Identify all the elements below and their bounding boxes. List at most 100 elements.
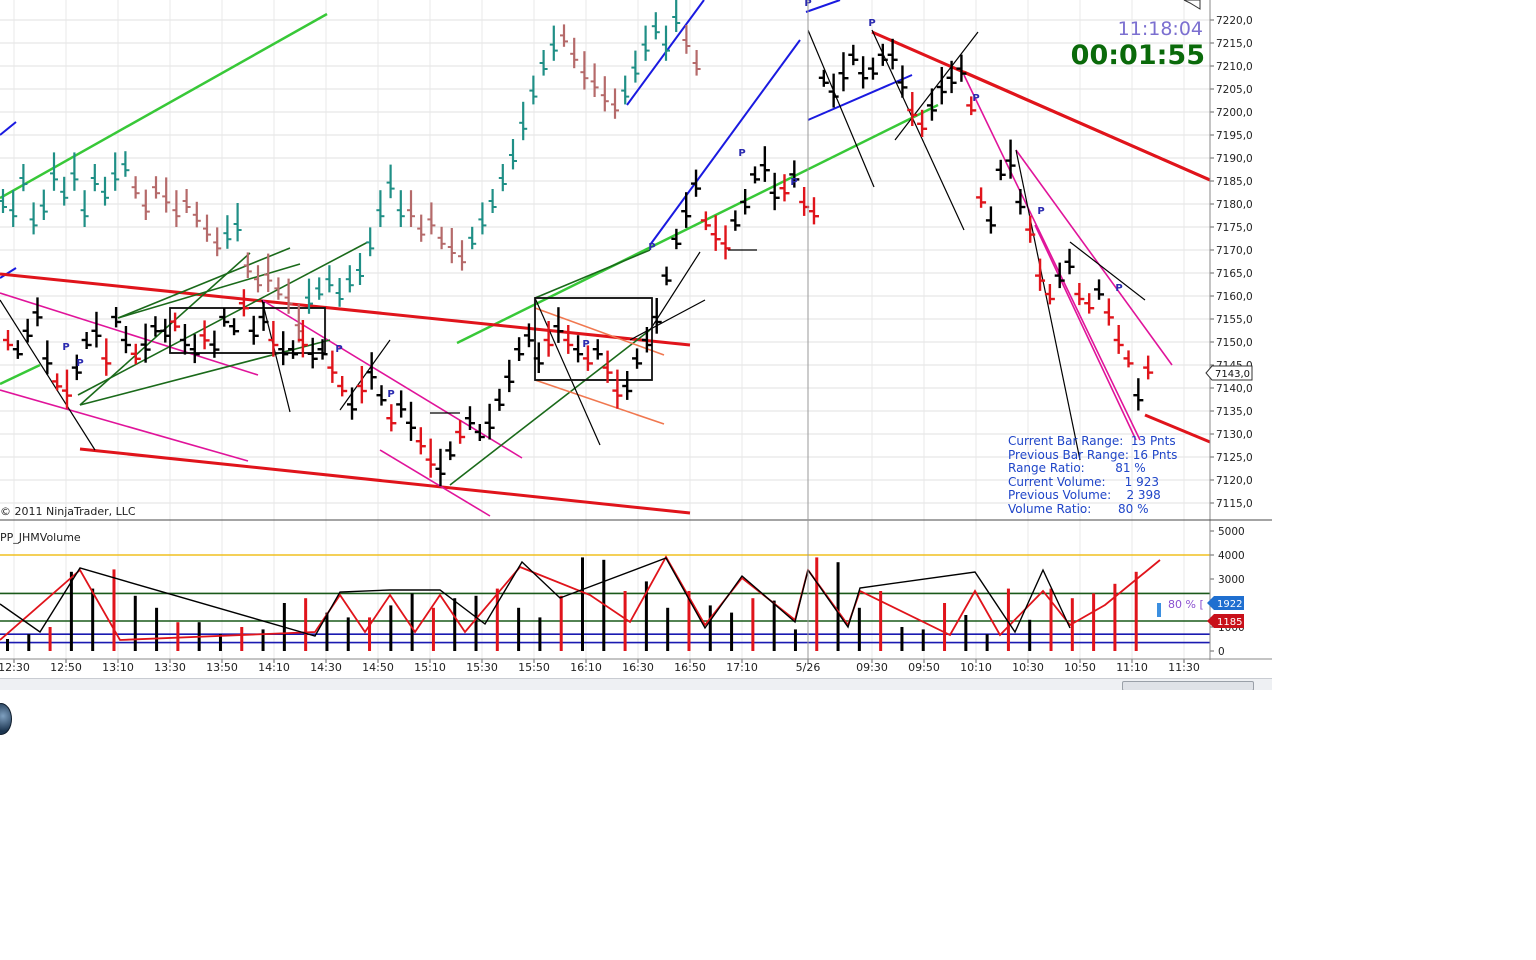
volume-tick-label: 4000: [1218, 550, 1245, 562]
volume-bar: [793, 629, 797, 651]
trendline[interactable]: [1015, 149, 1081, 461]
volume-bar: [176, 622, 180, 651]
trendline[interactable]: [0, 267, 17, 279]
trendline[interactable]: [0, 272, 691, 347]
trendline[interactable]: [963, 70, 1211, 182]
volume-bar: [218, 634, 222, 651]
volume-bar: [559, 595, 563, 651]
volume-bar: [368, 617, 372, 651]
chart-canvas[interactable]: PPPPPPPPPPPPP 7220,07215,07210,07205,072…: [0, 0, 1272, 678]
trendline[interactable]: [871, 29, 965, 231]
trendline[interactable]: [534, 249, 651, 299]
last-price-tag: 7143,0: [1205, 365, 1253, 381]
trendline[interactable]: [807, 74, 913, 121]
volume-zigzag-red: [0, 555, 1161, 641]
trendline[interactable]: [117, 263, 301, 319]
price-bars: [0, 0, 1154, 487]
volume-bar: [91, 588, 95, 651]
trendline[interactable]: [449, 329, 651, 486]
clock-label: 11:18:04: [1118, 18, 1203, 40]
trendline[interactable]: [963, 74, 1141, 441]
pivot-marker: P: [582, 339, 589, 350]
volume-bar: [304, 598, 308, 651]
trendline[interactable]: [534, 379, 665, 425]
volume-tick-label: 3000: [1218, 574, 1245, 586]
price-tick-label: 7190,0: [1216, 153, 1253, 165]
trendline[interactable]: [339, 339, 391, 411]
trendline[interactable]: [0, 299, 96, 451]
time-tick-label: 10:30: [1012, 661, 1044, 674]
trendline[interactable]: [79, 339, 331, 406]
volume-bar: [964, 615, 968, 651]
time-tick-label: 09:30: [856, 661, 888, 674]
trendline[interactable]: [0, 12, 328, 200]
price-tick-label: 7140,0: [1216, 383, 1253, 395]
trendline[interactable]: [649, 251, 701, 331]
trendline[interactable]: [1034, 224, 1137, 441]
scrollbar-thumb[interactable]: [1122, 681, 1254, 690]
volume-bar: [581, 557, 584, 651]
volume-bar: [1006, 588, 1010, 651]
time-tick-label: 15:30: [466, 661, 498, 674]
copyright-label: © 2011 NinjaTrader, LLC: [0, 505, 136, 518]
trendline[interactable]: [0, 389, 249, 462]
horizontal-scrollbar[interactable]: [0, 678, 1272, 690]
volume-bar: [517, 607, 521, 651]
time-tick-label: 16:30: [622, 661, 654, 674]
trendline[interactable]: [379, 449, 491, 517]
trendline[interactable]: [0, 292, 259, 376]
time-tick-label: 17:10: [726, 661, 758, 674]
stats-line: Volume Ratio: 80 %: [1008, 502, 1148, 516]
trendline[interactable]: [805, 0, 841, 13]
trendline[interactable]: [1015, 149, 1173, 366]
trendline[interactable]: [807, 29, 875, 188]
volume-bar: [1113, 583, 1117, 651]
trendline[interactable]: [77, 241, 369, 396]
trendline[interactable]: [1144, 413, 1211, 444]
pivot-marker: P: [1037, 206, 1044, 217]
volume-zigzag-black: [0, 557, 1071, 637]
start-orb-icon[interactable]: [0, 703, 12, 735]
price-tick-label: 7165,0: [1216, 268, 1253, 280]
price-tick-label: 7175,0: [1216, 222, 1253, 234]
trendline[interactable]: [649, 39, 801, 246]
time-axis[interactable]: 12:30 12:50 13:10 13:30 13:50 14:10 14:30 14:50…: [0, 659, 1200, 674]
volume-bar: [453, 598, 457, 651]
flag-icon[interactable]: [1183, 0, 1201, 10]
volume-bar: [1134, 571, 1138, 651]
trendline[interactable]: [261, 299, 291, 413]
time-tick-label: 16:50: [674, 661, 706, 674]
volume-bar: [1092, 593, 1096, 651]
price-tick-label: 7170,0: [1216, 245, 1253, 257]
volume-bar: [474, 595, 478, 651]
price-tick-label: 7130,0: [1216, 429, 1253, 441]
trendline[interactable]: [1069, 241, 1146, 301]
pivot-marker: P: [387, 389, 394, 400]
trendline[interactable]: [0, 121, 17, 136]
trendline[interactable]: [0, 363, 41, 386]
time-tick-label: 10:50: [1064, 661, 1096, 674]
trendline[interactable]: [894, 31, 979, 141]
volume-bar: [410, 593, 414, 651]
volume-bar: [48, 627, 52, 651]
average-volume-badge-label: 1185: [1217, 617, 1242, 628]
last-price-label: 7143,0: [1215, 369, 1250, 380]
volume-tick-label: 0: [1218, 646, 1225, 658]
trendline[interactable]: [456, 103, 939, 345]
trendline[interactable]: [534, 297, 601, 446]
price-tick-label: 7120,0: [1216, 475, 1253, 487]
trendline[interactable]: [79, 447, 691, 515]
volume-bar: [815, 557, 819, 651]
chart-window: PPPPPPPPPPPPP 7220,07215,07210,07205,072…: [0, 0, 1272, 690]
volume-panel: [0, 554, 1210, 651]
trendline[interactable]: [534, 307, 665, 356]
range-box[interactable]: [534, 297, 653, 381]
trendline[interactable]: [117, 247, 291, 319]
stats-line: Current Volume: 1 923: [1008, 475, 1159, 489]
price-tick-label: 7150,0: [1216, 337, 1253, 349]
volume-bar: [900, 627, 904, 651]
volume-bar: [708, 605, 712, 651]
trendline[interactable]: [629, 299, 706, 341]
price-axis[interactable]: 7220,0 7215,0 7210,0 7205,0 7200,0 7195,0 7190…: [1210, 15, 1253, 658]
stats-line: Previous Bar Range: 16 Pnts: [1008, 448, 1177, 462]
